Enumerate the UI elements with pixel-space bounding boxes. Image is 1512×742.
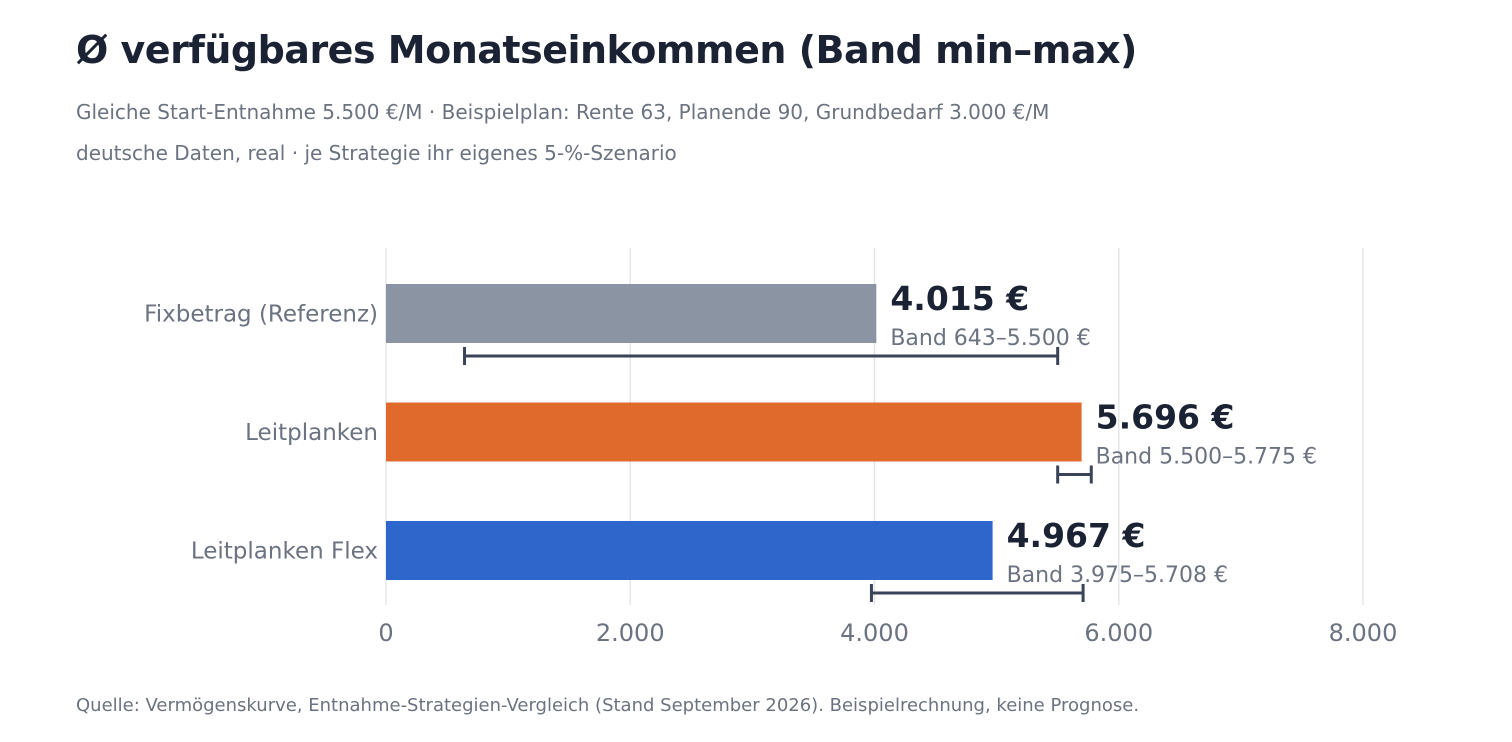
bar	[386, 402, 1082, 462]
category-label: Leitplanken Flex	[191, 539, 378, 565]
chart-subtitle-line-1: Gleiche Start-Entnahme 5.500 €/M · Beisp…	[76, 100, 1050, 124]
x-tick-label: 8.000	[1329, 619, 1398, 647]
value-label: 4.015 €	[890, 279, 1029, 318]
band-label: Band 3.975–5.708 €	[1007, 563, 1228, 588]
chart-subtitle-line-2: deutsche Daten, real · je Strategie ihr …	[76, 141, 677, 165]
bar	[386, 284, 877, 343]
category-label: Fixbetrag (Referenz)	[144, 302, 378, 328]
source-note: Quelle: Vermögenskurve, Entnahme-Strateg…	[76, 695, 1140, 716]
value-label: 4.967 €	[1007, 516, 1146, 555]
x-tick-label: 2.000	[596, 619, 665, 647]
band-label: Band 5.500–5.775 €	[1096, 445, 1317, 470]
x-tick-label: 6.000	[1084, 619, 1153, 647]
value-label: 5.696 €	[1096, 398, 1235, 437]
band-label: Band 643–5.500 €	[890, 326, 1090, 351]
bar	[386, 521, 993, 580]
chart-title: Ø verfügbares Monatseinkommen (Band min–…	[76, 28, 1137, 72]
x-tick-label: 0	[378, 619, 393, 647]
category-label: Leitplanken	[245, 420, 378, 446]
x-tick-label: 4.000	[840, 619, 909, 647]
